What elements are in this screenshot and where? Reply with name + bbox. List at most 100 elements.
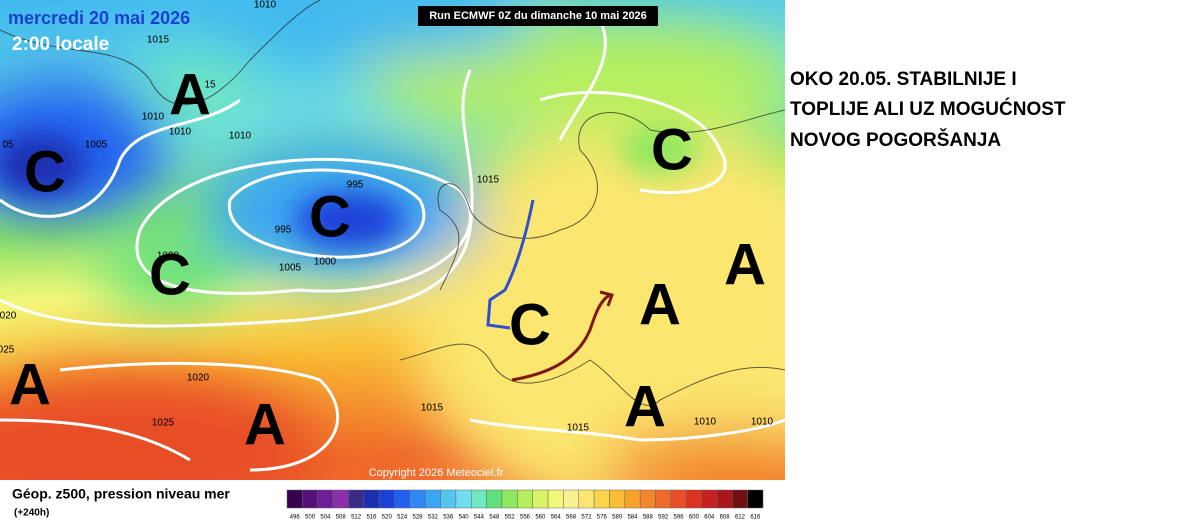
scale-swatch (332, 489, 349, 509)
scale-label: 496 (290, 515, 301, 521)
scale-label: 616 (750, 515, 761, 521)
scale-label: 592 (658, 515, 669, 521)
color-scale: 496 500 504 508 512 516 520 524 528 532 536 540 544 5… (286, 489, 764, 521)
scale-label: 572 (581, 515, 592, 521)
scale-label: 596 (674, 515, 685, 521)
scale-swatch (639, 489, 656, 509)
isobar-label: 995 (347, 180, 364, 191)
scale-swatch (394, 489, 411, 509)
pressure-system-letter: A (639, 272, 681, 337)
scale-swatch (578, 489, 595, 509)
scale-swatch (685, 489, 702, 509)
comment-line: NOVOG POGORŠANJA (790, 129, 1001, 151)
scale-label: 512 (351, 515, 362, 521)
scale-swatch (409, 489, 426, 509)
scale-label: 536 (443, 515, 454, 521)
scale-label: 608 (720, 515, 731, 521)
isobar-label: 1010 (694, 417, 717, 428)
scale-label: 508 (336, 515, 347, 521)
pressure-system-letter: A (624, 374, 666, 439)
scale-swatch (302, 489, 318, 509)
scale-swatch (455, 489, 472, 509)
map-date: mercredi 20 mai 2026 (8, 8, 190, 28)
run-box (418, 6, 658, 26)
scale-swatch (716, 489, 733, 509)
isobar-label: 15 (204, 80, 216, 91)
scale-label: 580 (612, 515, 623, 521)
scale-label: 584 (627, 515, 638, 521)
isobar-label: 020 (0, 311, 17, 322)
scale-label: 588 (643, 515, 654, 521)
scale-swatch (471, 489, 487, 509)
scale-label: 532 (428, 515, 439, 521)
pressure-system-letter: C (309, 184, 351, 249)
isobar-label: 1015 (567, 423, 590, 434)
scale-label: 564 (551, 515, 562, 521)
isobar-label: 1010 (254, 0, 277, 11)
scale-swatch (609, 489, 626, 509)
scale-swatch (378, 489, 395, 509)
scale-label: 540 (459, 515, 470, 521)
isobar-label: 1005 (85, 140, 108, 151)
isobar-label: 1025 (152, 418, 175, 429)
isobar-label: 1010 (229, 131, 252, 142)
copyright: Copyright 2026 Meteociel.fr (369, 467, 504, 479)
scale-swatch (563, 489, 579, 509)
isobar-label: 1010 (169, 127, 192, 138)
scale-swatch (286, 489, 303, 509)
scale-label: 500 (305, 515, 316, 521)
scale-label: 556 (520, 515, 531, 521)
isobar-label: 1015 (477, 175, 500, 186)
scale-label: 560 (535, 515, 546, 521)
pressure-system-letter: A (169, 62, 211, 127)
isobar-label: 995 (275, 225, 292, 236)
pressure-system-letter: C (651, 117, 693, 182)
field-shading (0, 0, 785, 480)
isobar-label: 05 (2, 140, 14, 151)
map-time: 2:00 locale (12, 34, 109, 55)
isobar-label: 1020 (187, 373, 210, 384)
coastlines (0, 0, 785, 406)
pressure-system-letter: A (724, 232, 766, 297)
scale-label: 520 (382, 515, 393, 521)
comment-line: TOPLIJE ALI UZ MOGUĆNOST (790, 98, 1066, 120)
scale-swatch (501, 489, 518, 509)
isobar-label: 1005 (279, 263, 302, 274)
scale-swatch (547, 489, 564, 509)
legend-lead-time: (+240h) (14, 508, 49, 519)
isobar-label: 025 (0, 345, 15, 356)
isobar-label: 1000 (157, 251, 180, 262)
scale-swatch (440, 489, 457, 509)
scale-label: 524 (397, 515, 408, 521)
scale-swatch (732, 489, 748, 509)
scale-swatch (348, 489, 365, 509)
legend-title: Géop. z500, pression niveau mer (12, 486, 230, 502)
scale-label: 516 (366, 515, 377, 521)
comment-line: OKO 20.05. STABILNIJE I (790, 69, 1017, 90)
scale-swatch (670, 489, 687, 509)
scale-swatch (655, 489, 672, 509)
scale-swatch (363, 489, 380, 509)
scale-label: 528 (413, 515, 424, 521)
scale-swatch (517, 489, 533, 509)
scale-label: 504 (320, 515, 331, 521)
pressure-system-letter: C (509, 292, 551, 357)
drawn-ridge-arrow (511, 290, 614, 382)
scale-label: 568 (566, 515, 577, 521)
scale-label: 604 (704, 515, 715, 521)
drawn-trough-line (486, 199, 535, 330)
scale-label: 576 (597, 515, 608, 521)
scale-label: 600 (689, 515, 700, 521)
pressure-system-letter: C (149, 242, 191, 307)
scale-label: 544 (474, 515, 485, 521)
low-core (0, 125, 700, 248)
scale-swatch (593, 489, 610, 509)
pressure-system-letter: C (24, 139, 66, 204)
isobar-label: 1010 (142, 112, 165, 123)
map-area (0, 0, 785, 480)
scale-swatch (486, 489, 503, 509)
isobar-label: 1010 (751, 417, 774, 428)
